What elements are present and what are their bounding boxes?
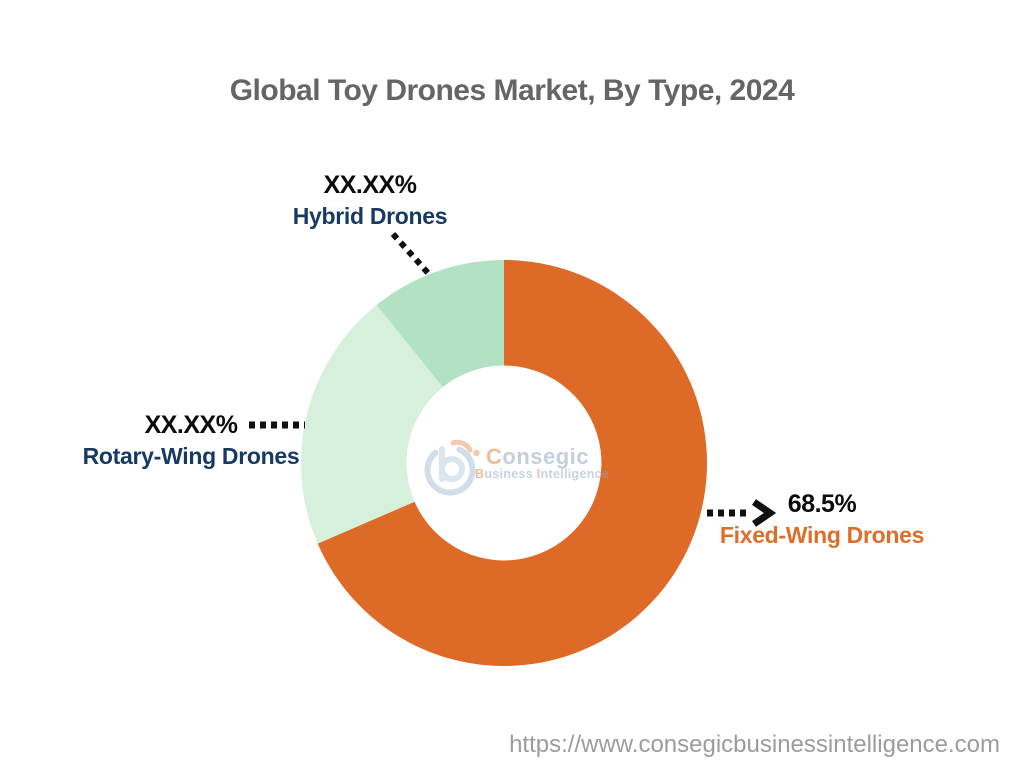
hybrid-value: XX.XX% — [323, 171, 417, 199]
slice-rotary-wing-drones — [301, 304, 443, 544]
chart-title: Global Toy Drones Market, By Type, 2024 — [229, 74, 795, 107]
rotary-label: Rotary-Wing Drones — [82, 443, 300, 469]
logo-tagline: Business Intelligence — [475, 467, 610, 481]
fixed-value: 68.5% — [787, 490, 857, 518]
donut-chart — [301, 260, 708, 666]
logo-brand-name: Consegic — [486, 444, 589, 470]
rotary-value: XX.XX% — [144, 411, 238, 439]
slice-hybrid-drones — [376, 260, 504, 388]
slice-fixed-wing-drones — [317, 260, 708, 666]
logo-brand-rest: onsegic — [502, 444, 590, 469]
callout-fixed: 68.5% Fixed-Wing Drones — [702, 490, 942, 548]
consegic-logo-icon — [424, 439, 480, 496]
hybrid-label: Hybrid Drones — [292, 203, 448, 229]
fixed-label: Fixed-Wing Drones — [719, 522, 925, 548]
callout-hybrid: XX.XX% Hybrid Drones — [250, 171, 490, 229]
source-url: https://www.consegicbusinessintelligence… — [509, 731, 1000, 758]
logo-brand-initial: C — [486, 444, 503, 469]
watermark-logo: Consegic Business Intelligence — [424, 434, 609, 500]
callout-rotary: XX.XX% Rotary-Wing Drones — [71, 411, 311, 469]
